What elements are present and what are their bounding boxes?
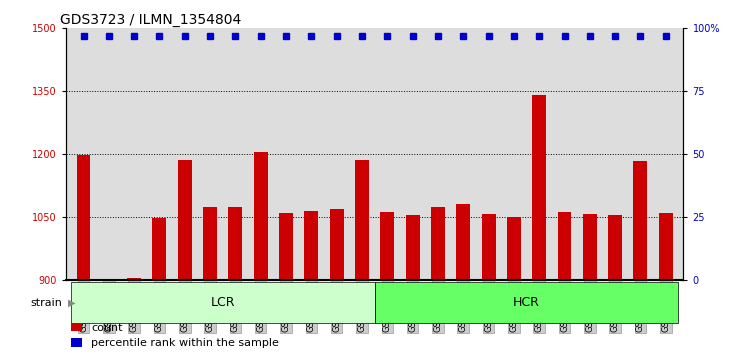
- Text: HCR: HCR: [513, 296, 540, 309]
- Bar: [380, 212, 394, 354]
- Bar: [304, 211, 318, 354]
- Bar: [406, 215, 420, 354]
- Bar: [77, 155, 91, 354]
- Text: strain: strain: [30, 298, 62, 308]
- Bar: [153, 218, 167, 354]
- Bar: [456, 205, 470, 354]
- Bar: [583, 214, 596, 354]
- Bar: [203, 206, 217, 354]
- Bar: [375, 282, 678, 324]
- Bar: [431, 206, 445, 354]
- Bar: [482, 214, 496, 354]
- Bar: [229, 206, 243, 354]
- Bar: [532, 96, 546, 354]
- Legend: count, percentile rank within the sample: count, percentile rank within the sample: [72, 322, 279, 348]
- Bar: [178, 160, 192, 354]
- Bar: [102, 280, 115, 354]
- Bar: [127, 278, 141, 354]
- Bar: [279, 213, 293, 354]
- Bar: [634, 161, 648, 354]
- Bar: [558, 212, 572, 354]
- Text: ▶: ▶: [68, 298, 75, 308]
- Bar: [507, 217, 520, 354]
- Bar: [71, 282, 375, 324]
- Bar: [608, 215, 622, 354]
- Bar: [330, 210, 344, 354]
- Bar: [659, 213, 673, 354]
- Text: LCR: LCR: [211, 296, 235, 309]
- Bar: [254, 152, 268, 354]
- Text: GDS3723 / ILMN_1354804: GDS3723 / ILMN_1354804: [60, 13, 240, 27]
- Bar: [355, 160, 369, 354]
